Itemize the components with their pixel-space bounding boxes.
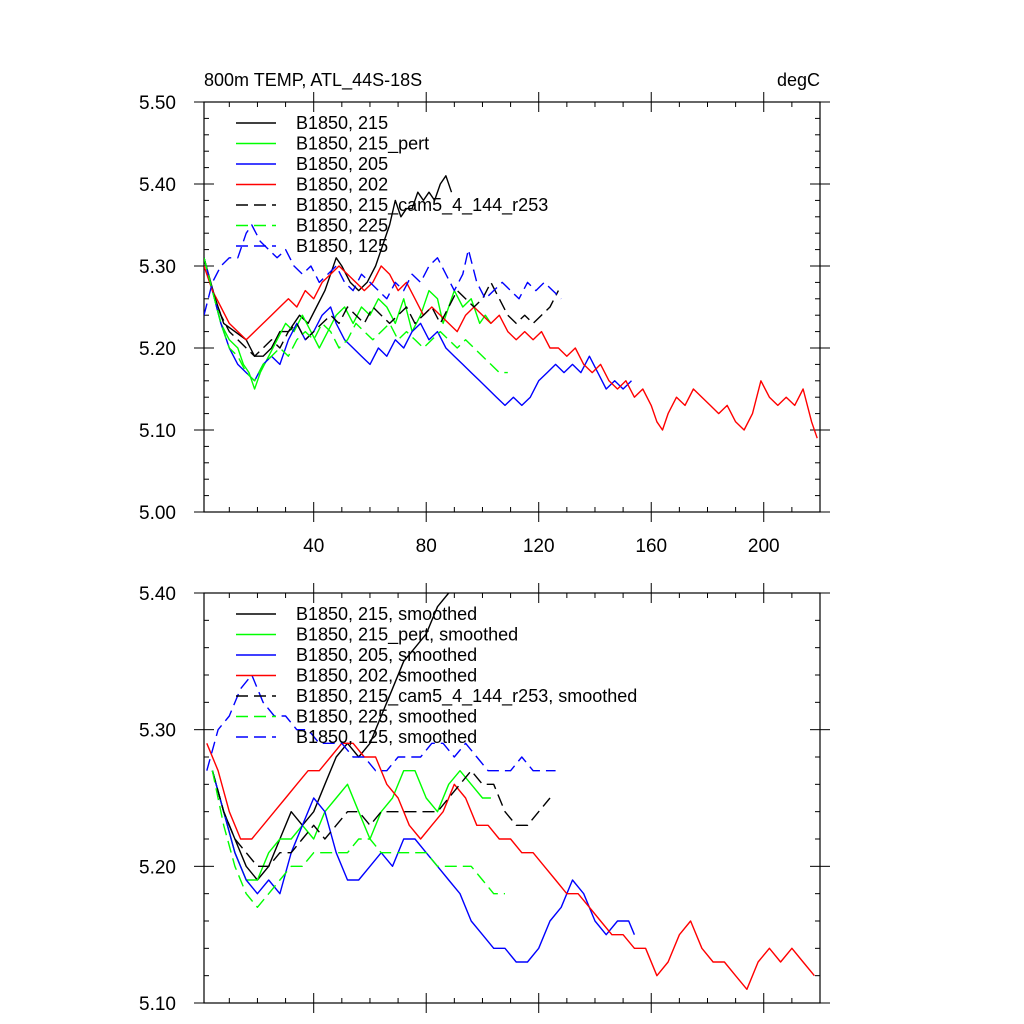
- plot-frame: [203, 592, 821, 1004]
- y-tick-label: 5.30: [139, 721, 176, 742]
- legend-label: B1850, 225: [296, 216, 388, 236]
- y-tick-label: 5.40: [139, 175, 176, 196]
- series-line-2: [204, 257, 632, 407]
- legend-label: B1850, 215_cam5_4_144_r253, smoothed: [296, 686, 637, 707]
- series-line-6: [206, 674, 556, 772]
- legend-label: B1850, 202, smoothed: [296, 666, 477, 686]
- series-line-6: [204, 224, 562, 316]
- y-tick-label: 5.20: [139, 339, 176, 360]
- series-group: [204, 175, 818, 439]
- x-tick-label: 80: [416, 536, 437, 557]
- legend-label: B1850, 205, smoothed: [296, 645, 477, 665]
- legend-label: B1850, 225, smoothed: [296, 707, 477, 727]
- series-line-1: [211, 770, 491, 881]
- y-tick-label: 5.00: [139, 503, 176, 524]
- y-tick-label: 5.30: [139, 257, 176, 278]
- legend-label: B1850, 215_cam5_4_144_r253: [296, 195, 548, 216]
- top-panel: 800m TEMP, ATL_44S-18S degC 40 80 120 160 20…: [139, 70, 830, 557]
- series-line-3: [206, 742, 815, 990]
- legend-label: B1850, 215_pert: [296, 134, 429, 155]
- series-group: [206, 593, 815, 990]
- series-line-3: [204, 265, 818, 439]
- series-line-0: [211, 593, 450, 881]
- y-tick-label: 5.10: [139, 994, 176, 1015]
- series-line-0: [204, 175, 453, 357]
- legend-label: B1850, 215: [296, 113, 388, 133]
- series-line-4: [211, 770, 551, 867]
- chart-title: 800m TEMP, ATL_44S-18S: [204, 70, 422, 91]
- units-label: degC: [777, 70, 820, 90]
- y-tick-label: 5.50: [139, 93, 176, 114]
- series-line-2: [211, 770, 636, 963]
- x-tick-label: 120: [523, 536, 555, 557]
- series-line-4: [204, 257, 560, 357]
- x-tick-label: 200: [748, 536, 780, 557]
- y-tick-label: 5.20: [139, 857, 176, 878]
- y-tick-label: 5.40: [139, 584, 176, 605]
- series-line-5: [204, 257, 508, 382]
- legend-label: B1850, 205: [296, 154, 388, 174]
- legend-label: B1850, 202: [296, 175, 388, 195]
- y-tick-label: 5.10: [139, 421, 176, 442]
- legend-label: B1850, 125, smoothed: [296, 727, 477, 747]
- legend-label: B1850, 215_pert, smoothed: [296, 625, 518, 646]
- series-line-5: [211, 770, 505, 908]
- x-tick-label: 40: [303, 536, 324, 557]
- x-tick-label: 160: [635, 536, 667, 557]
- legend-label: B1850, 215, smoothed: [296, 604, 477, 624]
- legend-label: B1850, 125: [296, 236, 388, 256]
- plot-frame: [203, 101, 821, 513]
